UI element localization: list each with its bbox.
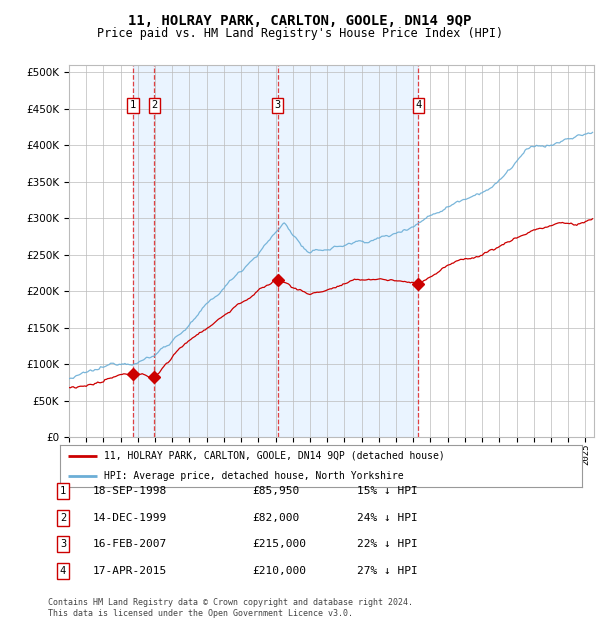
Text: 27% ↓ HPI: 27% ↓ HPI xyxy=(357,566,418,576)
Text: 1: 1 xyxy=(60,486,66,496)
Text: 1: 1 xyxy=(130,100,136,110)
Text: 17-APR-2015: 17-APR-2015 xyxy=(93,566,167,576)
Text: £82,000: £82,000 xyxy=(252,513,299,523)
Text: 18-SEP-1998: 18-SEP-1998 xyxy=(93,486,167,496)
Text: 22% ↓ HPI: 22% ↓ HPI xyxy=(357,539,418,549)
Text: Contains HM Land Registry data © Crown copyright and database right 2024.
This d: Contains HM Land Registry data © Crown c… xyxy=(48,598,413,618)
Text: £85,950: £85,950 xyxy=(252,486,299,496)
Text: 11, HOLRAY PARK, CARLTON, GOOLE, DN14 9QP (detached house): 11, HOLRAY PARK, CARLTON, GOOLE, DN14 9Q… xyxy=(104,451,445,461)
Text: £210,000: £210,000 xyxy=(252,566,306,576)
Text: 11, HOLRAY PARK, CARLTON, GOOLE, DN14 9QP: 11, HOLRAY PARK, CARLTON, GOOLE, DN14 9Q… xyxy=(128,14,472,29)
Bar xyxy=(133,65,418,437)
Text: 14-DEC-1999: 14-DEC-1999 xyxy=(93,513,167,523)
Text: 15% ↓ HPI: 15% ↓ HPI xyxy=(357,486,418,496)
Text: HPI: Average price, detached house, North Yorkshire: HPI: Average price, detached house, Nort… xyxy=(104,471,404,480)
Text: 4: 4 xyxy=(415,100,421,110)
Text: 2: 2 xyxy=(60,513,66,523)
Text: 16-FEB-2007: 16-FEB-2007 xyxy=(93,539,167,549)
Text: 3: 3 xyxy=(274,100,281,110)
Text: 2: 2 xyxy=(151,100,158,110)
Text: £215,000: £215,000 xyxy=(252,539,306,549)
Text: 3: 3 xyxy=(60,539,66,549)
Text: 4: 4 xyxy=(60,566,66,576)
Text: 24% ↓ HPI: 24% ↓ HPI xyxy=(357,513,418,523)
Text: Price paid vs. HM Land Registry's House Price Index (HPI): Price paid vs. HM Land Registry's House … xyxy=(97,27,503,40)
